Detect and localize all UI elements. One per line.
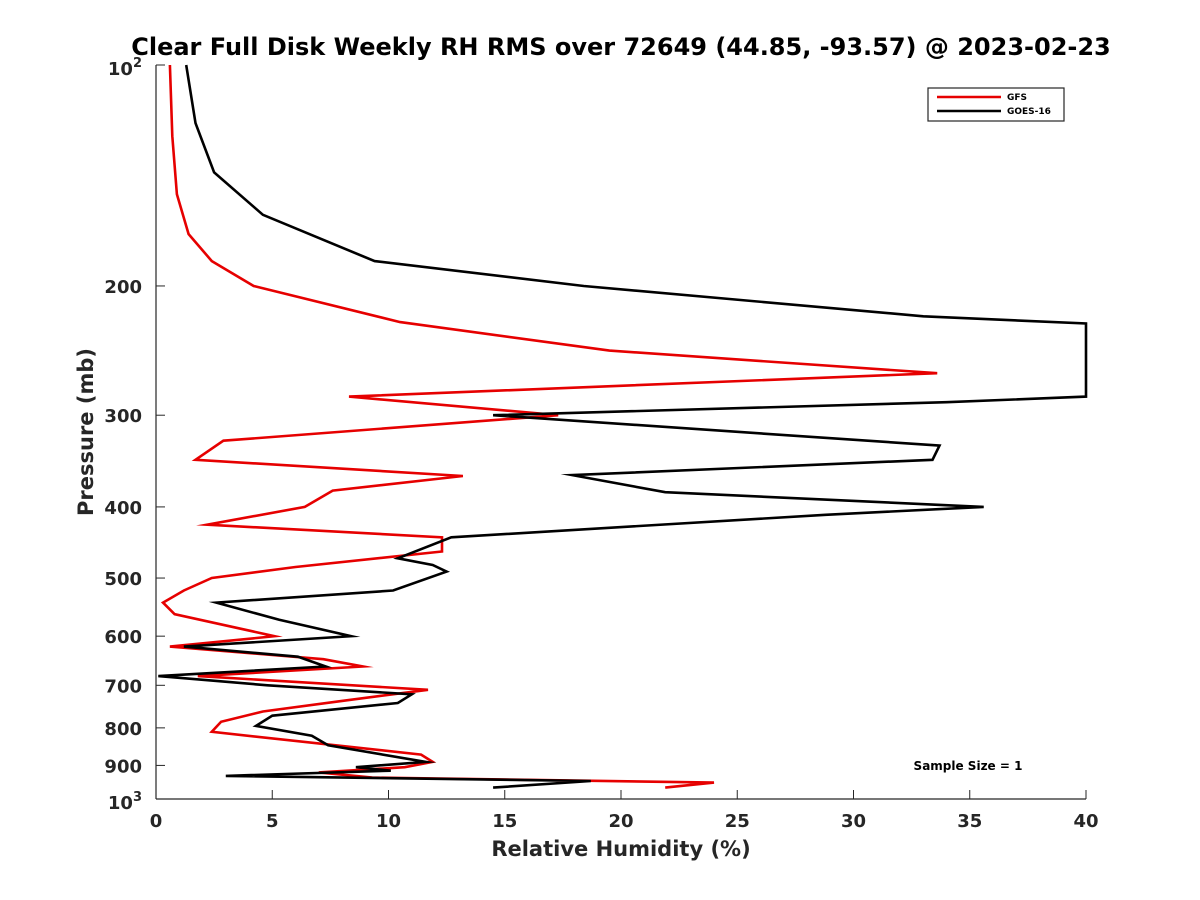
- x-tick-label: 0: [150, 811, 163, 832]
- legend-box: [927, 87, 1065, 122]
- series-line-goes-16: [158, 64, 1088, 789]
- y-tick-label: 500: [104, 569, 142, 590]
- x-tick-label: 5: [266, 811, 279, 832]
- y-tick-base: 10: [108, 59, 133, 80]
- y-tick-label: 102: [108, 56, 142, 80]
- x-tick-label: 10: [376, 811, 401, 832]
- x-tick-label: 25: [725, 811, 750, 832]
- y-tick-label: 700: [104, 676, 142, 697]
- plot-area: 0 5 10 15 20 25 30 35 40102200300400500600700800…: [104, 56, 1098, 832]
- chart-title: Clear Full Disk Weekly RH RMS over 72649…: [131, 33, 1111, 61]
- legend-label-gfs: GFS: [1007, 93, 1027, 103]
- series-line-gfs: [160, 64, 938, 789]
- legend: GFS GOES-16: [927, 87, 1065, 122]
- y-tick-exponent: 2: [133, 56, 142, 71]
- y-tick-exponent: 3: [133, 790, 142, 805]
- y-tick-label: 400: [104, 498, 142, 519]
- x-tick-label: 40: [1073, 811, 1098, 832]
- x-tick-label: 15: [492, 811, 517, 832]
- y-tick-label: 600: [104, 627, 142, 648]
- y-tick-label: 200: [104, 277, 142, 298]
- y-tick-label: 800: [104, 719, 142, 740]
- legend-label-goes-16: GOES-16: [1007, 107, 1051, 117]
- y-tick-label: 103: [108, 790, 142, 814]
- x-tick-label: 35: [957, 811, 982, 832]
- y-axis-label: Pressure (mb): [74, 348, 98, 516]
- y-tick-label: 300: [104, 406, 142, 427]
- y-tick-label: 900: [104, 756, 142, 777]
- y-tick-base: 10: [108, 793, 133, 814]
- x-tick-label: 30: [841, 811, 866, 832]
- x-axis-label: Relative Humidity (%): [491, 837, 750, 861]
- sample-size-annotation: Sample Size = 1: [914, 759, 1023, 773]
- x-tick-label: 20: [608, 811, 633, 832]
